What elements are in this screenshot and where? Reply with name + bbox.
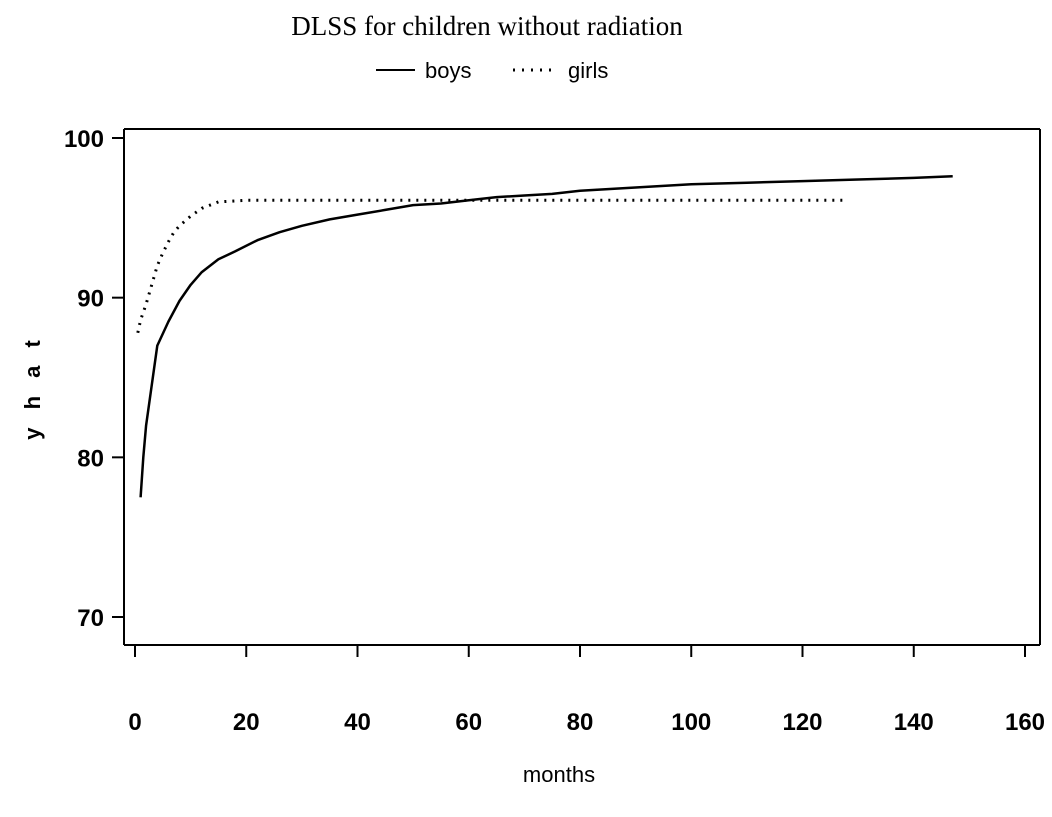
x-tick-label: 60: [455, 709, 482, 736]
x-tick-label: 80: [567, 709, 594, 736]
series-line-girls: [136, 198, 847, 334]
series-line-boys: [139, 175, 953, 498]
y-tick-label: 100: [64, 126, 104, 153]
x-axis-label: months: [523, 762, 595, 787]
legend-label-boys: boys: [425, 58, 471, 83]
x-axis: 0 20 40 60 80 100 120 140 160: [128, 645, 1045, 736]
chart-title: DLSS for children without radiation: [291, 11, 683, 41]
y-axis: 70 80 90 100: [64, 126, 124, 632]
series-layer: [136, 175, 953, 498]
legend: boys girls: [376, 58, 608, 83]
x-tick-label: 0: [128, 709, 141, 736]
y-axis-label: y h a t: [20, 334, 45, 440]
plot-frame: [123, 128, 1041, 646]
x-tick-label: 120: [782, 709, 822, 736]
legend-label-girls: girls: [568, 58, 608, 83]
x-tick-label: 160: [1005, 709, 1045, 736]
x-tick-label: 140: [894, 709, 934, 736]
x-tick-label: 40: [344, 709, 371, 736]
x-tick-label: 20: [233, 709, 260, 736]
y-tick-label: 80: [77, 445, 104, 472]
x-tick-label: 100: [671, 709, 711, 736]
y-tick-label: 90: [77, 286, 104, 313]
y-tick-label: 70: [77, 605, 104, 632]
